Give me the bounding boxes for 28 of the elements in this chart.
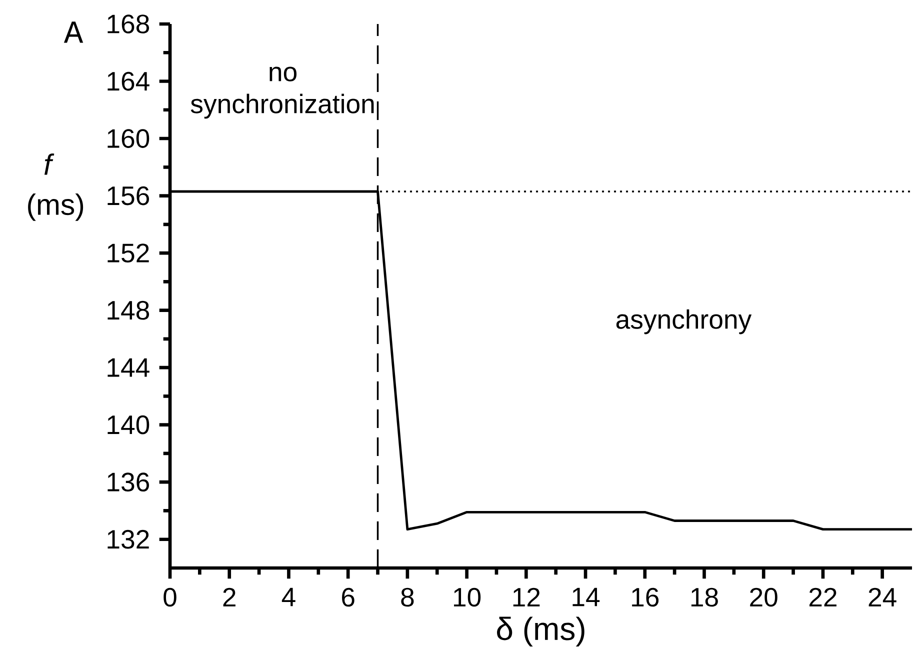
x-tick-label: 18 xyxy=(691,588,718,607)
y-tick-label: 152 xyxy=(108,244,149,262)
x-tick-label: 24 xyxy=(868,588,896,606)
text: A xyxy=(64,22,84,43)
y-tick-label: 132 xyxy=(108,530,149,549)
y-tick-label: 148 xyxy=(108,300,150,320)
annotation: no synchronization xyxy=(190,66,374,119)
x-tick-label: 2 xyxy=(223,588,236,606)
x-axis-title: δ (ms) xyxy=(497,616,584,647)
x-tick-label: 8 xyxy=(401,588,414,607)
y-tick-label: 140 xyxy=(108,415,150,434)
x-tick-label: 20 xyxy=(750,588,778,607)
x-tick-label: 10 xyxy=(454,588,481,607)
y-tick-label: 136 xyxy=(108,472,149,492)
y-tick-label: 156 xyxy=(108,186,149,206)
x-tick-label: 22 xyxy=(809,588,836,606)
y-tick-label: 144 xyxy=(108,358,150,377)
y-tick-label: 164 xyxy=(108,72,150,91)
y-tick-label: 160 xyxy=(108,129,150,148)
x-tick-label: 16 xyxy=(632,588,659,607)
x-tick-label: 4 xyxy=(282,588,296,606)
annotation: asynchrony xyxy=(616,309,752,334)
x-tick-label: 14 xyxy=(572,588,600,606)
y-tick-label: 168 xyxy=(108,14,150,34)
x-tick-label: 6 xyxy=(342,588,354,607)
x-tick-label: 0 xyxy=(164,588,176,607)
x-tick-label: 12 xyxy=(513,588,540,606)
y-axis-title: f (ms) xyxy=(28,154,84,221)
